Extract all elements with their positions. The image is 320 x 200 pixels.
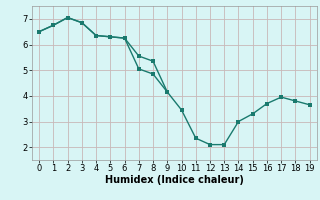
X-axis label: Humidex (Indice chaleur): Humidex (Indice chaleur) bbox=[105, 175, 244, 185]
